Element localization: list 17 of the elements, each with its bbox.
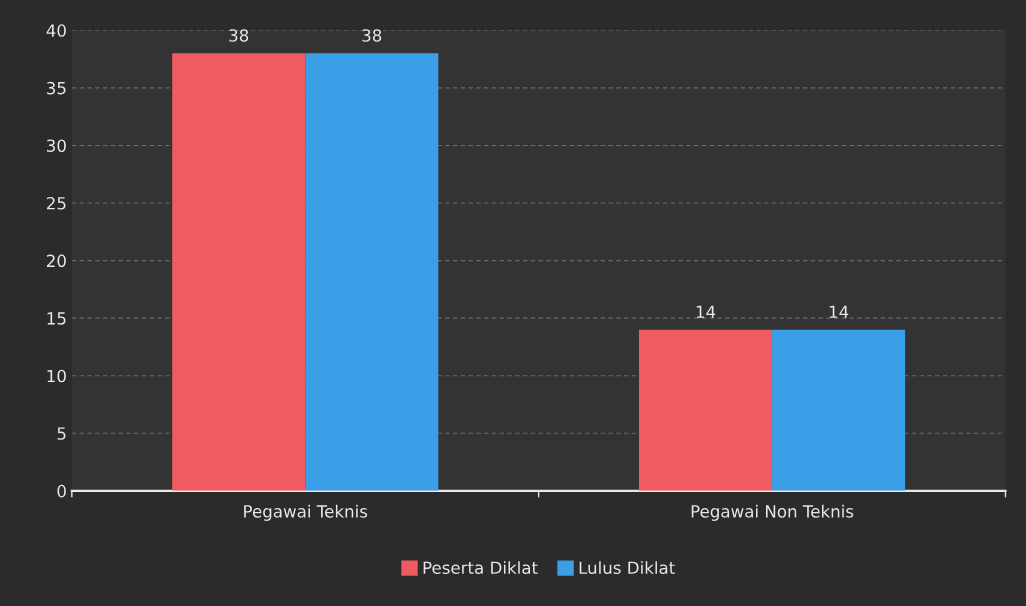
x-tick-label: Pegawai Non Teknis (691, 504, 854, 521)
y-tick-label: 25 (46, 196, 66, 210)
data-label: 38 (229, 29, 249, 42)
y-tick-label: 0 (57, 484, 66, 498)
data-label: 14 (696, 305, 716, 318)
y-tick-label: 40 (46, 24, 66, 37)
data-label: 38 (362, 29, 382, 42)
legend-label: Lulus Diklat (579, 561, 675, 575)
data-label: 14 (829, 305, 849, 318)
legend-label: Peserta Diklat (423, 561, 538, 575)
y-tick-label: 30 (47, 139, 66, 153)
x-tick-label: Pegawai Teknis (244, 504, 368, 521)
y-tick-label: 15 (47, 312, 66, 325)
y-tick-label: 10 (47, 369, 66, 383)
y-tick-label: 5 (57, 427, 66, 440)
y-tick-label: 35 (47, 81, 66, 95)
y-tick-label: 20 (46, 254, 66, 268)
